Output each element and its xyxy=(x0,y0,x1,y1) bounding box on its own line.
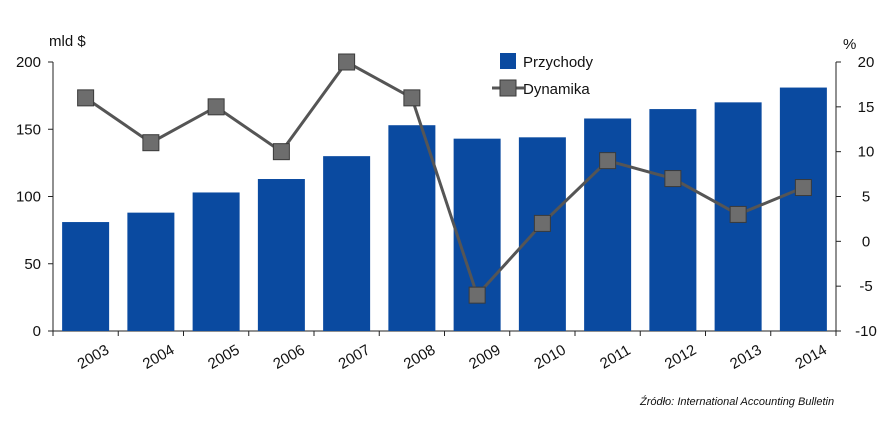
dynamika-line xyxy=(84,60,804,299)
x-tick-label: 2006 xyxy=(270,341,307,372)
dynamika-marker-2005 xyxy=(207,98,225,116)
x-tick-label: 2011 xyxy=(597,342,633,373)
line-group xyxy=(77,53,812,304)
right-tick-label: 0 xyxy=(862,233,870,250)
legend: Przychody Dynamika xyxy=(492,53,594,98)
right-tick-label: 15 xyxy=(858,99,875,116)
x-tick-label: 2012 xyxy=(662,341,699,372)
left-tick-label: 100 xyxy=(16,189,41,206)
bar-2007 xyxy=(323,156,371,331)
right-tick-label: 10 xyxy=(858,144,875,161)
x-tick-label: 2008 xyxy=(401,341,438,372)
dynamika-marker-2013 xyxy=(729,205,747,223)
dynamika-marker-2003 xyxy=(77,89,95,107)
bar-2012 xyxy=(649,109,697,331)
left-tick-label: 150 xyxy=(16,121,41,138)
right-axis-unit: % xyxy=(843,36,856,53)
source-note: Źródło: International Accounting Bulleti… xyxy=(640,396,834,408)
x-tick-label: 2010 xyxy=(531,341,568,372)
right-tick-label: 5 xyxy=(862,189,870,206)
dynamika-marker-2011 xyxy=(599,152,617,170)
dynamika-marker-2010 xyxy=(533,214,551,232)
x-tick-label: 2013 xyxy=(727,341,764,372)
dynamika-marker-2007 xyxy=(338,53,356,71)
x-tick-label: 2003 xyxy=(75,341,112,372)
legend-label-przychody: Przychody xyxy=(523,54,594,71)
legend-swatch-przychody xyxy=(500,53,516,69)
dynamika-marker-2012 xyxy=(664,170,682,188)
right-tick-label: -5 xyxy=(859,278,872,295)
x-tick-label: 2014 xyxy=(792,341,829,372)
left-tick-label: 0 xyxy=(33,323,41,340)
bar-2014 xyxy=(779,87,827,332)
x-tick-label: 2007 xyxy=(336,341,373,372)
bar-2011 xyxy=(584,118,632,332)
right-tick-label: -10 xyxy=(855,323,877,340)
source-label: Źródło: xyxy=(640,396,675,408)
bar-2006 xyxy=(257,179,305,331)
dynamika-marker-2006 xyxy=(272,143,290,161)
x-tick-label: 2009 xyxy=(466,341,503,372)
bar-2003 xyxy=(62,222,110,331)
bar-2004 xyxy=(127,212,175,331)
left-axis-unit: mld $ xyxy=(49,33,86,50)
source-text: International Accounting Bulletin xyxy=(677,396,835,408)
dynamika-marker-2004 xyxy=(142,134,160,152)
bar-2008 xyxy=(388,125,436,331)
x-tick-label: 2004 xyxy=(140,341,177,372)
dynamika-marker-2014 xyxy=(794,179,812,197)
x-tick-label: 2005 xyxy=(205,341,242,372)
bars-group xyxy=(62,87,827,332)
legend-label-dynamika: Dynamika xyxy=(523,81,590,98)
bar-2010 xyxy=(518,137,566,331)
legend-marker-dynamika xyxy=(499,79,517,97)
dynamika-marker-2009 xyxy=(468,286,486,304)
dynamika-marker-2008 xyxy=(403,89,421,107)
right-tick-label: 20 xyxy=(858,54,875,71)
bar-2005 xyxy=(192,192,240,331)
left-tick-label: 50 xyxy=(24,256,41,273)
left-tick-label: 200 xyxy=(16,54,41,71)
